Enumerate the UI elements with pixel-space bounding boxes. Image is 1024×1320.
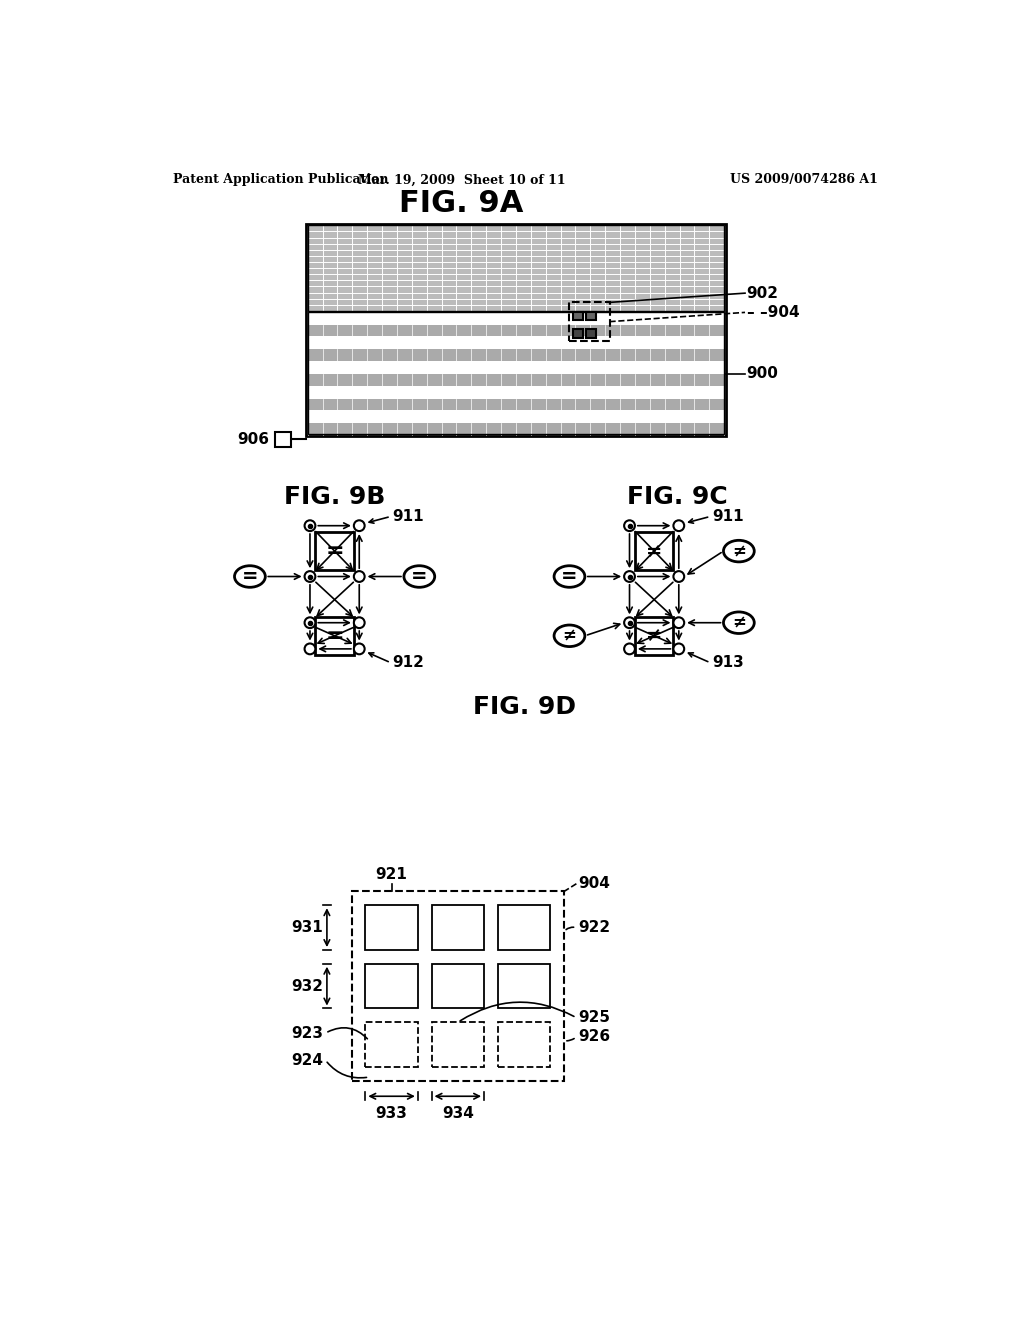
Bar [307,313,724,434]
Text: Patent Application Publication: Patent Application Publication [173,173,388,186]
Text: 924: 924 [291,1052,323,1068]
Text: FIG. 9D: FIG. 9D [473,696,577,719]
Bar [366,964,418,1008]
Text: =: = [242,568,258,586]
Text: 921: 921 [376,867,408,882]
Text: 925: 925 [578,1010,610,1026]
Bar [307,399,724,411]
Bar [351,891,564,1081]
Text: 902: 902 [746,285,778,301]
Bar [635,616,674,655]
Bar [366,906,418,950]
Text: 912: 912 [392,655,424,671]
Circle shape [625,644,635,655]
Ellipse shape [234,566,265,587]
Text: =: = [326,626,344,645]
Bar [569,302,609,341]
Ellipse shape [554,566,585,587]
Circle shape [354,572,365,582]
Text: – –904: – –904 [746,305,799,319]
Bar [432,964,484,1008]
Text: 934: 934 [442,1106,474,1121]
Text: ≠: ≠ [562,627,577,644]
Text: =: = [326,541,344,561]
Text: ≠: ≠ [732,543,745,560]
Circle shape [625,618,635,628]
Circle shape [625,520,635,531]
Text: 904: 904 [578,876,610,891]
Bar [307,411,724,422]
Text: 926: 926 [578,1030,610,1044]
Circle shape [304,644,315,655]
Circle shape [304,572,315,582]
Bar [635,532,674,570]
Circle shape [354,618,365,628]
Bar [307,337,724,348]
Bar [307,350,724,360]
Bar [586,330,596,338]
Bar [315,532,354,570]
Bar [572,312,584,321]
Circle shape [674,644,684,655]
Text: FIG. 9C: FIG. 9C [627,486,728,510]
Text: FIG. 9A: FIG. 9A [399,189,524,218]
Text: 931: 931 [291,920,323,935]
Circle shape [625,572,635,582]
Bar [498,1022,550,1067]
Text: FIG. 9B: FIG. 9B [284,486,385,510]
Circle shape [354,644,365,655]
Text: US 2009/0074286 A1: US 2009/0074286 A1 [729,173,878,186]
Text: 922: 922 [578,920,610,935]
Circle shape [304,520,315,531]
Circle shape [674,618,684,628]
Text: 933: 933 [376,1106,408,1121]
Bar [307,313,724,323]
Bar [307,387,724,397]
Bar [275,432,291,447]
Bar [307,226,724,312]
Circle shape [354,520,365,531]
Text: 913: 913 [712,655,743,671]
Bar [307,374,724,385]
Text: 906: 906 [238,432,269,447]
Bar [307,424,724,434]
Bar [432,906,484,950]
Text: 932: 932 [291,978,323,994]
Bar [498,906,550,950]
Bar [498,964,550,1008]
Bar [432,1022,484,1067]
Bar [315,616,354,655]
Ellipse shape [724,540,755,562]
Bar [307,325,724,337]
Bar [586,312,596,321]
Bar [306,224,726,436]
Bar [366,1022,418,1067]
Bar [572,330,584,338]
Text: ≠: ≠ [732,614,745,632]
Bar [307,226,724,312]
Ellipse shape [403,566,435,587]
Circle shape [304,618,315,628]
Bar [307,362,724,374]
Text: ≠: ≠ [646,626,663,645]
Text: ≠: ≠ [646,541,663,561]
Ellipse shape [724,612,755,634]
Text: =: = [411,568,428,586]
Text: 923: 923 [291,1026,323,1040]
Circle shape [674,520,684,531]
Text: Mar. 19, 2009  Sheet 10 of 11: Mar. 19, 2009 Sheet 10 of 11 [357,173,565,186]
Text: =: = [561,568,578,586]
Circle shape [674,572,684,582]
Ellipse shape [554,626,585,647]
Text: 911: 911 [712,510,743,524]
Text: 900: 900 [746,367,778,381]
Text: 911: 911 [392,510,424,524]
